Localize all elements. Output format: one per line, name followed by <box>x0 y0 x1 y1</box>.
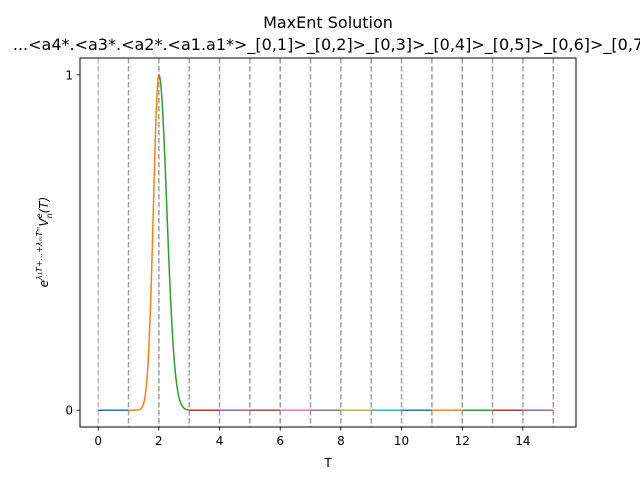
chart-subtitle: ...<a4*.<a3*.<a2*.<a1.a1*>_[0,1]>_[0,2]>… <box>13 35 640 55</box>
y-tick-label: 1 <box>65 68 73 82</box>
axes-frame <box>79 57 577 428</box>
x-axis: 0 2 4 6 8 10 12 14 <box>94 427 531 448</box>
y-axis-label: eλ₁T+...+λₘTᵐVen(T) <box>35 197 54 288</box>
x-tick-label: 0 <box>94 434 102 448</box>
series-line <box>128 74 160 411</box>
y-tick-label: 0 <box>65 404 73 418</box>
x-tick-label: 10 <box>394 434 409 448</box>
x-tick-label: 8 <box>337 434 345 448</box>
y-axis-label-tail-sup: e <box>35 213 44 218</box>
x-tick-label: 14 <box>515 434 530 448</box>
y-axis-label-arg: (T) <box>37 197 51 214</box>
x-axis-label: T <box>323 456 332 470</box>
x-tick-label: 12 <box>455 434 470 448</box>
y-axis: 01 <box>65 68 80 418</box>
x-tick-label: 4 <box>216 434 224 448</box>
x-tick-label: 6 <box>276 434 284 448</box>
y-axis-label-tail-sub: n <box>45 213 54 218</box>
y-axis-label-tail: V <box>37 218 51 227</box>
series-line <box>158 74 190 411</box>
y-axis-label-base: e <box>37 280 51 287</box>
x-tick-label: 2 <box>155 434 163 448</box>
y-axis-label-exponent: λ₁T+...+λₘTᵐ <box>35 227 44 281</box>
plot-area <box>97 58 554 427</box>
chart-title: MaxEnt Solution <box>263 13 393 32</box>
